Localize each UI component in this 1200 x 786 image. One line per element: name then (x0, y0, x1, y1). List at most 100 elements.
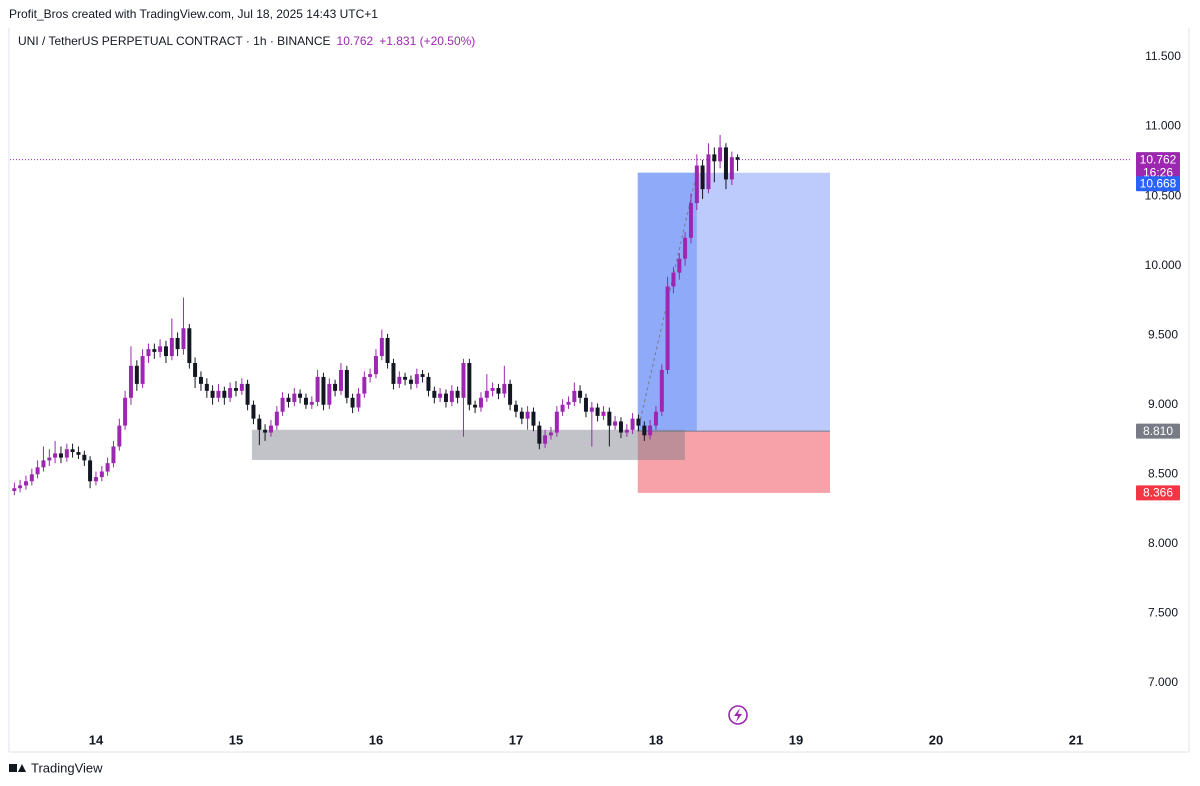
plot-area (10, 134, 1130, 496)
candle-body (321, 376, 326, 405)
y-tick-label: 9.000 (1148, 397, 1178, 411)
candle-body (723, 147, 728, 180)
candle-body (694, 165, 699, 204)
header-change: +1.831 (+20.50%) (379, 34, 475, 48)
candle-body (216, 390, 221, 398)
candle-body (653, 411, 658, 426)
candle-body (630, 418, 635, 430)
position-label: 8.810 (1143, 424, 1173, 438)
support-zone (251, 429, 685, 460)
candle-body (735, 157, 740, 160)
y-tick-label: 11.000 (1145, 119, 1181, 133)
candle-body (443, 393, 448, 402)
candle-body (601, 411, 606, 416)
lightning-icon[interactable] (728, 705, 748, 725)
candle-body (391, 363, 396, 384)
stop-loss-zone (637, 431, 830, 493)
y-tick-label: 11.500 (1145, 49, 1181, 63)
candle-body (455, 390, 460, 398)
candle-body (473, 404, 478, 408)
candle-body (420, 374, 425, 377)
candle-body (566, 401, 571, 405)
candle-body (41, 460, 46, 468)
candle-body (356, 393, 361, 408)
position-label: 10.668 (1140, 176, 1177, 190)
candle-body (18, 485, 23, 489)
candle-body (525, 411, 530, 419)
candle-body (268, 425, 273, 433)
candle-body (327, 383, 332, 405)
candle-body (595, 407, 600, 416)
candle-body (560, 404, 565, 412)
candle-body (280, 397, 285, 412)
x-tick-label: 20 (929, 732, 943, 747)
candle-body (572, 390, 577, 402)
position-label-bg (1136, 423, 1180, 439)
candle-body (502, 383, 507, 394)
symbol-title: UNI / TetherUS PERPETUAL CONTRACT · 1h ·… (18, 34, 475, 48)
y-tick-label: 7.500 (1148, 606, 1178, 620)
x-tick-label: 15 (229, 732, 243, 747)
candle-body (338, 369, 343, 391)
candle-body (298, 393, 303, 398)
candle-body (671, 272, 676, 287)
candle-body (292, 393, 297, 402)
candle-body (58, 453, 63, 458)
candle-body (636, 418, 641, 426)
candle-body (99, 471, 104, 478)
y-tick-label: 8.500 (1148, 466, 1178, 480)
candle-body (117, 425, 122, 447)
y-tick-label: 9.500 (1148, 327, 1178, 341)
attribution: Profit_Bros created with TradingView.com… (9, 7, 378, 21)
candle-body (333, 383, 338, 391)
candle-body (478, 397, 483, 408)
candle-body (449, 390, 454, 402)
candle-body (706, 154, 711, 190)
last-price-label: 10.762 (1140, 152, 1177, 166)
candle-body (508, 383, 513, 405)
position-label: 8.366 (1143, 486, 1173, 500)
candle-body (53, 453, 58, 458)
candle-body (677, 258, 682, 273)
candle-body (665, 286, 670, 370)
candle-body (414, 374, 419, 384)
candle-body (35, 467, 40, 475)
candle-body (700, 165, 705, 190)
countdown: 16:26 (1143, 165, 1173, 179)
candle-body (140, 356, 145, 384)
candle-body (303, 397, 308, 405)
candle-body (23, 481, 28, 486)
header-price: 10.762 (337, 34, 374, 48)
position-label-bg (1136, 485, 1180, 501)
candle-body (624, 429, 629, 433)
candle-body (29, 474, 34, 482)
y-tick-label: 10.000 (1145, 258, 1182, 272)
candle-body (554, 411, 559, 433)
x-tick-label: 19 (789, 732, 803, 747)
candle-body (309, 401, 314, 405)
candle-body (397, 376, 402, 384)
candle-body (426, 376, 431, 391)
candle-body (146, 349, 151, 357)
candle-body (128, 365, 133, 398)
candle-body (76, 452, 81, 455)
candle-body (251, 404, 256, 419)
position-label-bg (1136, 176, 1180, 192)
candle-body (438, 393, 443, 398)
candle-body (239, 383, 244, 391)
candle-body (578, 390, 583, 398)
candle-body (152, 349, 157, 352)
candle-body (467, 363, 472, 405)
x-tick-label: 21 (1069, 732, 1083, 747)
candle-body (519, 411, 524, 419)
candle-body (47, 457, 52, 461)
candle-body (181, 328, 186, 350)
candle-body (659, 369, 664, 412)
candle-body (408, 379, 413, 384)
candle-body (484, 390, 489, 398)
candle-body (245, 383, 250, 405)
candle-body (432, 390, 437, 398)
candle-body (263, 429, 268, 433)
